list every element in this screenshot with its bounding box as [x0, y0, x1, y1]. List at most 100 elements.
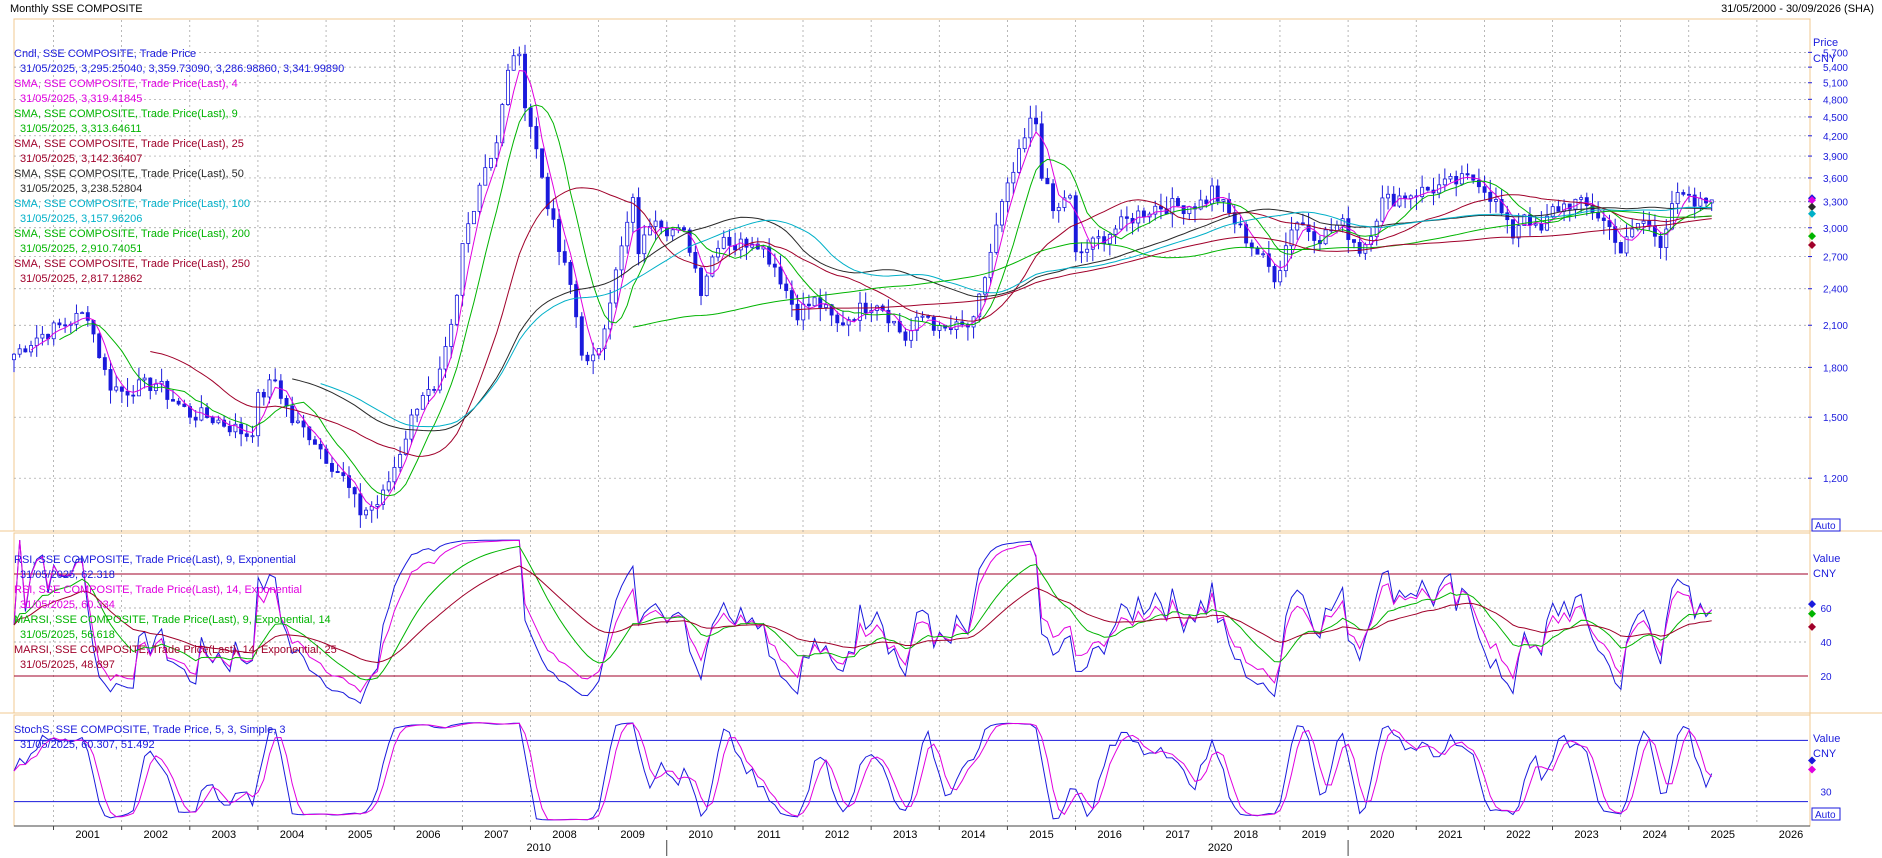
- candle-body: [1386, 193, 1391, 199]
- candle-body: [1522, 214, 1527, 226]
- candle-body: [1289, 229, 1294, 247]
- rsi-9-line: [13, 539, 1713, 705]
- price-legend-label[interactable]: SMA, SSE COMPOSITE, Trade Price(Last), 2…: [14, 228, 250, 240]
- candle-body: [171, 399, 175, 402]
- candle-body: [443, 346, 448, 370]
- x-tick-label: 2015: [1029, 829, 1053, 841]
- candle-body: [330, 462, 334, 472]
- candle-body: [466, 223, 471, 244]
- candle-body: [1442, 178, 1447, 186]
- price-axis-title: Price: [1813, 37, 1838, 49]
- x-tick-label: 2022: [1506, 829, 1530, 841]
- candle-body: [710, 256, 715, 277]
- stoch-k-last-marker: [1808, 756, 1816, 765]
- price-legend-label[interactable]: Cndl, SSE COMPOSITE, Trade Price: [14, 48, 197, 60]
- candle-body: [386, 481, 391, 491]
- candle-body: [34, 337, 39, 346]
- candle-body: [364, 509, 368, 516]
- candle-body: [1391, 193, 1396, 207]
- price-tick-label: 3,600: [1823, 174, 1848, 185]
- candle-body: [1579, 197, 1584, 200]
- candle-body: [551, 208, 556, 220]
- candle-body: [1056, 207, 1061, 212]
- rsi-14-line: [13, 539, 1712, 693]
- price-legend-value: 31/05/2025, 3,157.96206: [20, 213, 143, 225]
- candle-body: [534, 126, 539, 150]
- rsi-legend-label[interactable]: RSI, SSE COMPOSITE, Trade Price(Last), 9…: [14, 554, 296, 566]
- candle-body: [812, 297, 817, 307]
- rsi-legend-label[interactable]: MARSI, SSE COMPOSITE, Trade Price(Last),…: [14, 614, 331, 626]
- x-tick-label: 2024: [1642, 829, 1666, 841]
- price-tick-label: 1,200: [1823, 474, 1848, 485]
- price-legend-label[interactable]: SMA, SSE COMPOSITE, Trade Price(Last), 4: [14, 78, 238, 90]
- stoch-legend-label[interactable]: StochS, SSE COMPOSITE, Trade Price, 5, 3…: [14, 724, 286, 736]
- candle-body: [846, 319, 851, 326]
- candle-body: [608, 302, 613, 330]
- x-tick-label: 2012: [825, 829, 849, 841]
- candle-body: [471, 210, 476, 225]
- candle-body: [1420, 186, 1425, 198]
- candle-body: [23, 348, 28, 353]
- price-axis-unit: CNY: [1813, 53, 1837, 65]
- stoch-auto-button[interactable]: Auto: [1815, 810, 1836, 821]
- candle-body: [1011, 171, 1016, 184]
- candle-body: [182, 403, 187, 407]
- x-tick-label: 2020: [1370, 829, 1394, 841]
- price-legend-label[interactable]: SMA, SSE COMPOSITE, Trade Price(Last), 5…: [14, 168, 244, 180]
- candle-body: [574, 284, 579, 318]
- price-legend-value: 31/05/2025, 3,319.41845: [20, 93, 143, 105]
- price-legend-label[interactable]: SMA, SSE COMPOSITE, Trade Price(Last), 9: [14, 108, 238, 120]
- candle-body: [1675, 192, 1680, 205]
- candle-body: [994, 224, 999, 253]
- candle-body: [142, 377, 147, 381]
- candle-body: [1584, 197, 1589, 207]
- price-legend-label[interactable]: SMA, SSE COMPOSITE, Trade Price(Last), 1…: [14, 198, 250, 210]
- candle-body: [1272, 266, 1277, 283]
- candle-body: [750, 243, 755, 248]
- candle-body: [352, 487, 357, 495]
- sma4-last-marker: [1808, 196, 1816, 205]
- candle-body: [1681, 192, 1686, 195]
- candle-body: [483, 167, 488, 186]
- candle-body: [233, 423, 238, 433]
- price-tick-label: 3,000: [1823, 224, 1848, 235]
- candle-body: [1334, 224, 1339, 232]
- candle-body: [381, 489, 386, 505]
- candle-body: [579, 316, 584, 356]
- x-tick-label: 2016: [1097, 829, 1121, 841]
- grid: [14, 20, 1808, 826]
- price-legend-label[interactable]: SMA, SSE COMPOSITE, Trade Price(Last), 2…: [14, 258, 250, 270]
- price-tick-label: 3,900: [1823, 152, 1848, 163]
- candle-body: [131, 394, 136, 397]
- price-legend-label[interactable]: SMA, SSE COMPOSITE, Trade Price(Last), 2…: [14, 138, 244, 150]
- price-legend: Cndl, SSE COMPOSITE, Trade Price 31/05/20…: [14, 47, 344, 287]
- stoch-d-line: [13, 722, 1713, 821]
- candle-body: [1119, 216, 1124, 230]
- price-tick-label: 4,800: [1823, 95, 1848, 106]
- rsi-legend-label[interactable]: RSI, SSE COMPOSITE, Trade Price(Last), 1…: [14, 584, 302, 596]
- sma200-last-marker: [1808, 232, 1816, 241]
- candle-body: [267, 379, 272, 398]
- candle-body: [1096, 236, 1101, 239]
- candle-body: [1261, 253, 1266, 256]
- candle-body: [1374, 220, 1379, 238]
- candle-body: [818, 297, 823, 308]
- rsi-legend-label[interactable]: MARSI, SSE COMPOSITE, Trade Price(Last),…: [14, 644, 337, 656]
- candle-body: [358, 493, 363, 516]
- candle-body: [290, 405, 295, 424]
- sma-9-line: [59, 104, 1713, 497]
- candle-body: [1352, 239, 1356, 243]
- price-auto-button[interactable]: Auto: [1815, 521, 1836, 532]
- stoch-plot: [13, 722, 1713, 821]
- candle-body: [1465, 173, 1470, 176]
- candle-body: [284, 397, 289, 407]
- candle-body: [1408, 195, 1413, 199]
- candle-body: [494, 142, 499, 159]
- candle-body: [205, 407, 210, 418]
- candle-body: [261, 391, 266, 398]
- candle-body: [630, 197, 635, 223]
- candle-body: [415, 408, 420, 416]
- candle-body: [477, 184, 482, 212]
- candle-body: [17, 348, 22, 355]
